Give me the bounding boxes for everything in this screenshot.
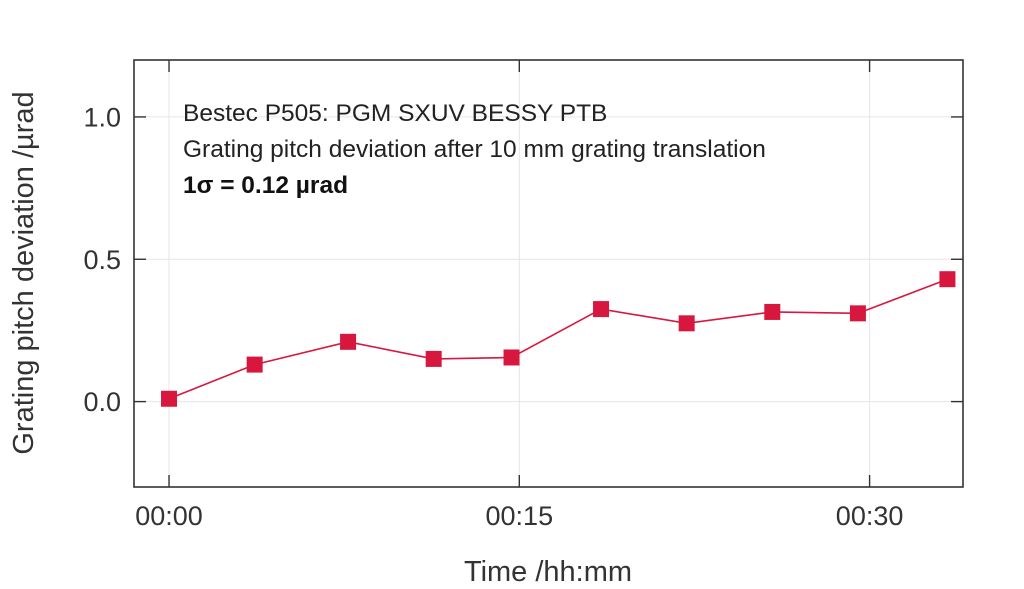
y-axis-label: Grating pitch deviation /µrad [8,91,40,454]
x-tick-label: 00:15 [486,501,554,531]
data-point [503,349,520,366]
data-point [764,303,781,320]
tick-labels: 00:00 00:15 00:30 0.0 0.5 1.0 [83,102,903,531]
data-point [246,356,263,373]
data-point [593,301,610,318]
y-tick-label: 0.5 [83,245,121,275]
data-point [678,315,695,332]
data-point [340,333,357,350]
annotation-block: Bestec P505: PGM SXUV BESSY PTB Grating … [183,100,766,199]
x-tick-label: 00:00 [135,501,203,531]
annotation-line-3: 1σ = 0.12 µrad [183,172,348,199]
series-group [161,271,956,407]
plot-frame [133,59,964,488]
data-point [849,305,866,322]
series-line [168,278,948,400]
x-tick-label: 00:30 [836,501,904,531]
y-tick-label: 1.0 [83,102,121,132]
axis-ticks [134,60,963,487]
x-axis-label: Time /hh:mm [464,556,632,588]
y-tick-label: 0.0 [83,387,121,417]
data-point [161,390,178,407]
annotation-line-2: Grating pitch deviation after 10 mm grat… [183,136,766,163]
annotation-line-1: Bestec P505: PGM SXUV BESSY PTB [183,100,607,127]
gridlines [134,60,963,487]
data-point [939,271,956,288]
data-point [425,350,442,367]
